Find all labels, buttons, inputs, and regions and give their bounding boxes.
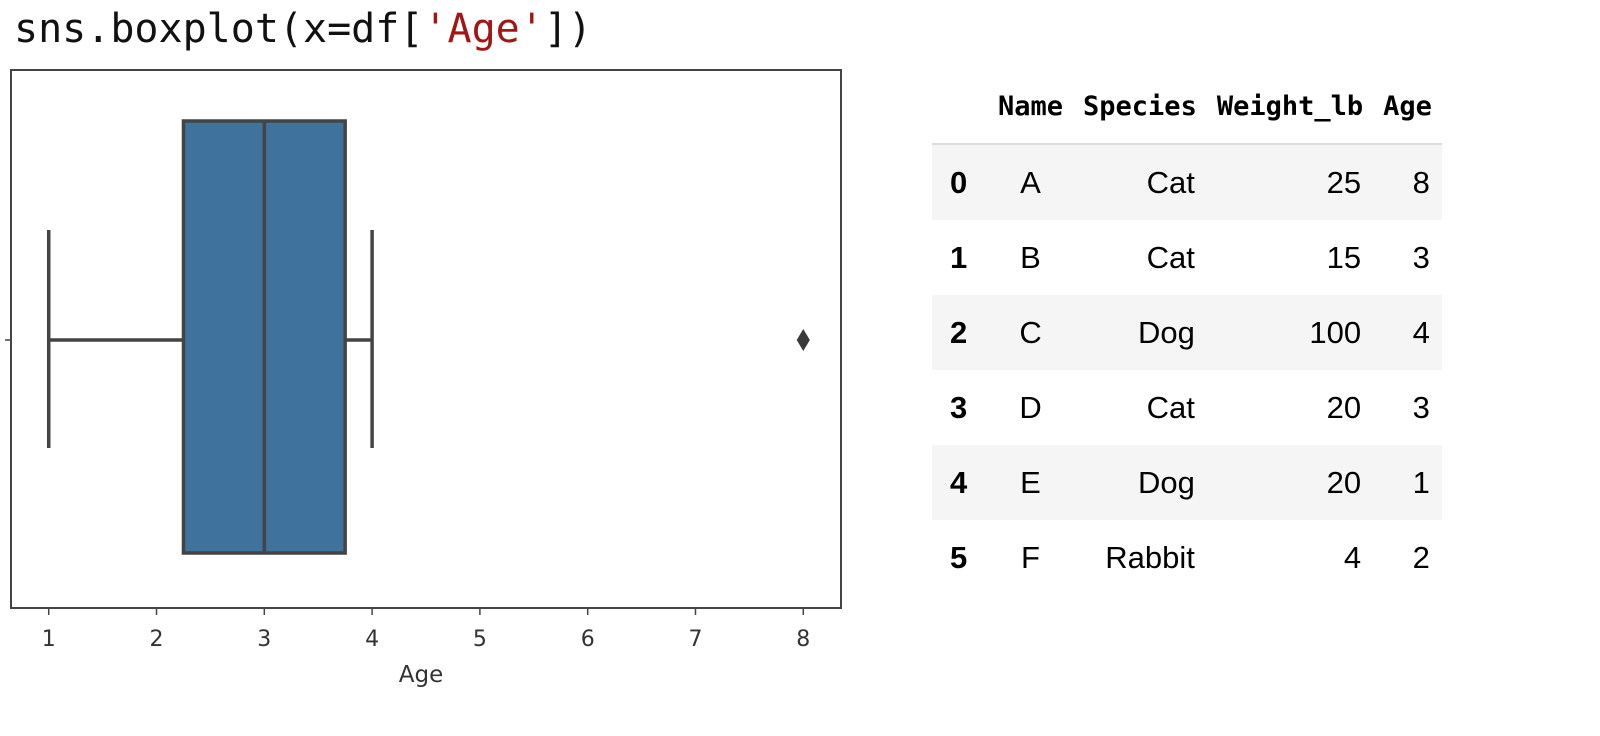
header-species: Species [1073, 70, 1207, 145]
header-weight: Weight_lb [1206, 70, 1374, 145]
cell-name: A [988, 144, 1074, 220]
cell-age: 3 [1412, 239, 1430, 275]
outlier-point [796, 329, 810, 351]
table-row: 0 A Cat 25 8 [932, 144, 1442, 220]
box-group [46, 119, 374, 555]
table-row: 5 F Rabbit 4 2 [932, 520, 1442, 595]
code-suffix: ]) [543, 6, 592, 52]
cell-weight: 25 [1206, 144, 1374, 220]
cell-name: D [1019, 389, 1042, 425]
x-tick-label: 7 [688, 627, 702, 652]
cell-index: 4 [932, 445, 988, 520]
outlier-points [796, 329, 810, 351]
x-tick-label: 8 [796, 627, 810, 652]
table-row: 3 D Cat 20 3 [932, 370, 1442, 445]
cell-weight: 4 [1343, 539, 1362, 575]
x-tick-label: 3 [257, 627, 271, 652]
code-string-arg: 'Age' [423, 6, 544, 52]
table-header-row: Name Species Weight_lb Age [932, 70, 1442, 145]
cell-age: 3 [1412, 389, 1430, 425]
cell-age: 1 [1373, 445, 1442, 520]
x-axis-ticks: 1 2 3 4 5 6 7 8 [42, 608, 810, 652]
boxplot-chart: 1 2 3 4 5 6 7 8 Age [5, 69, 842, 688]
cell-species: Dog [1073, 295, 1207, 370]
cell-weight: 20 [1326, 389, 1362, 425]
x-tick-label: 2 [150, 627, 164, 652]
cell-name: C [988, 295, 1074, 370]
cell-species: Rabbit [1105, 539, 1195, 575]
cell-species: Cat [1146, 239, 1195, 275]
cell-name: B [1020, 239, 1041, 275]
cell-index: 3 [950, 389, 968, 425]
header-name: Name [988, 70, 1074, 145]
table-row: 1 B Cat 15 3 [932, 220, 1442, 295]
x-tick-label: 6 [581, 627, 595, 652]
cell-age: 2 [1412, 539, 1430, 575]
dataframe-table: Name Species Weight_lb Age 0 A Cat 25 8 … [932, 70, 1442, 595]
code-prefix: sns.boxplot(x=df[ [14, 6, 424, 52]
cell-name: E [988, 445, 1074, 520]
cell-age: 8 [1373, 144, 1442, 220]
header-index [932, 70, 988, 145]
x-tick-label: 1 [42, 627, 56, 652]
cell-weight: 100 [1206, 295, 1374, 370]
cell-species: Cat [1073, 144, 1207, 220]
code-cell: sns.boxplot(x=df['Age']) [14, 2, 592, 56]
cell-species: Cat [1146, 389, 1195, 425]
cell-weight: 20 [1206, 445, 1374, 520]
header-age: Age [1373, 70, 1442, 145]
cell-index: 5 [950, 539, 968, 575]
plot-frame [10, 69, 842, 609]
cell-index: 0 [932, 144, 988, 220]
table-row: 2 C Dog 100 4 [932, 295, 1442, 370]
x-tick-label: 4 [365, 627, 379, 652]
cell-species: Dog [1073, 445, 1207, 520]
x-axis-label: Age [399, 662, 443, 688]
cell-age: 4 [1373, 295, 1442, 370]
cell-weight: 15 [1326, 239, 1362, 275]
cell-index: 2 [932, 295, 988, 370]
cell-index: 1 [950, 239, 968, 275]
x-tick-label: 5 [473, 627, 487, 652]
table-row: 4 E Dog 20 1 [932, 445, 1442, 520]
cell-name: F [1021, 539, 1040, 575]
